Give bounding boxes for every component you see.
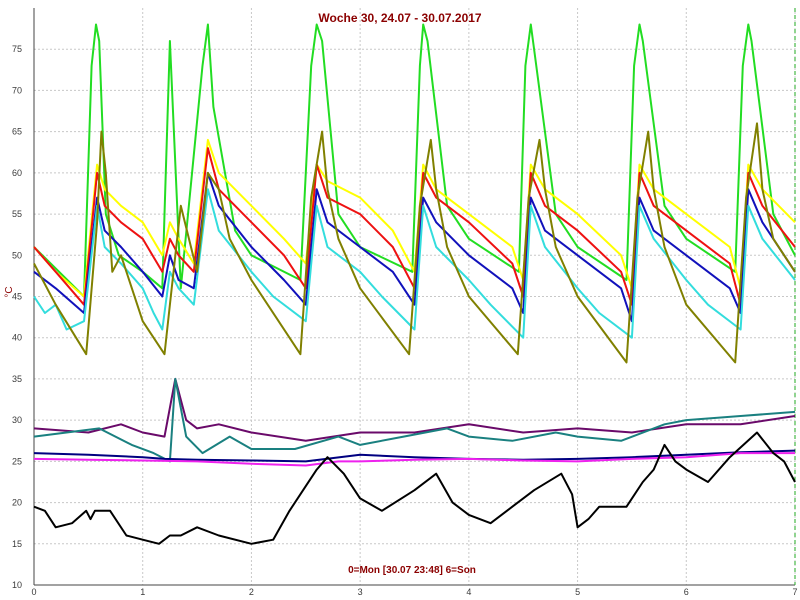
y-tick-label: 35 <box>12 374 22 384</box>
y-axis-label: °C <box>4 286 15 297</box>
x-tick-label: 1 <box>140 587 145 597</box>
series-line-1 <box>33 138 796 298</box>
y-tick-label: 10 <box>12 580 22 590</box>
y-tick-label: 60 <box>12 168 22 178</box>
x-tick-label: 3 <box>358 587 363 597</box>
y-tick-label: 65 <box>12 127 22 137</box>
x-tick-label: 7 <box>792 587 797 597</box>
y-tick-label: 50 <box>12 250 22 260</box>
y-tick-label: 75 <box>12 44 22 54</box>
y-tick-label: 25 <box>12 456 22 466</box>
x-tick-label: 6 <box>684 587 689 597</box>
y-tick-label: 15 <box>12 539 22 549</box>
series-group <box>33 23 796 545</box>
y-tick-label: 30 <box>12 415 22 425</box>
series-line-10 <box>33 431 796 545</box>
y-tick-label: 20 <box>12 498 22 508</box>
series-line-5 <box>33 122 796 364</box>
y-tick-label: 40 <box>12 333 22 343</box>
y-tick-label: 70 <box>12 85 22 95</box>
x-tick-label: 2 <box>249 587 254 597</box>
chart-title: Woche 30, 24.07 - 30.07.2017 <box>318 11 482 25</box>
series-line-2 <box>33 147 796 306</box>
series-line-0 <box>33 23 796 298</box>
series-line-6 <box>33 377 796 442</box>
x-tick-label: 5 <box>575 587 580 597</box>
y-tick-label: 45 <box>12 292 22 302</box>
x-tick-label: 4 <box>466 587 471 597</box>
series-line-7 <box>33 377 796 463</box>
chart-footer: 0=Mon [30.07 23:48] 6=Son <box>348 565 476 576</box>
y-tick-label: 55 <box>12 209 22 219</box>
series-line-3 <box>33 171 796 323</box>
x-tick-label: 0 <box>31 587 36 597</box>
